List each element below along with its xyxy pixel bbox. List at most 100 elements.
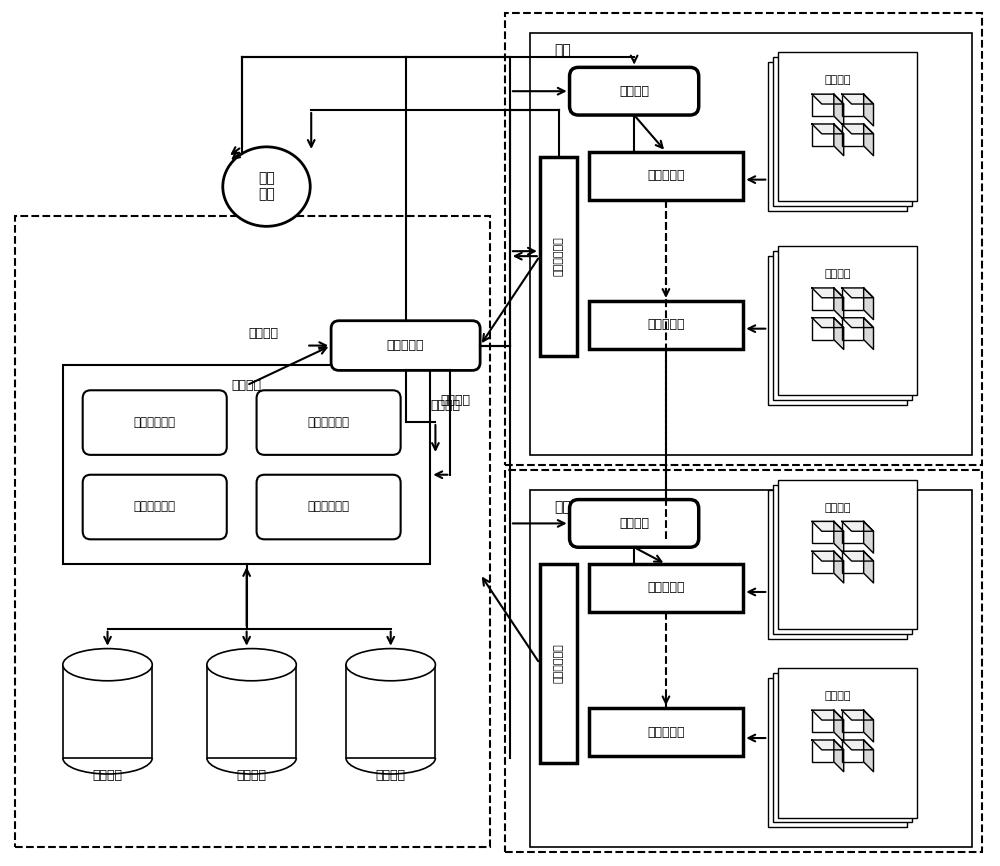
Ellipse shape <box>207 649 296 681</box>
Polygon shape <box>812 288 844 298</box>
Text: 网络拓抜: 网络拓抜 <box>376 769 406 782</box>
Ellipse shape <box>63 649 152 681</box>
Bar <box>778 53 917 202</box>
Text: 信息收集: 信息收集 <box>430 398 460 411</box>
Bar <box>207 665 296 758</box>
FancyBboxPatch shape <box>83 391 227 455</box>
Bar <box>812 740 834 762</box>
Polygon shape <box>812 552 844 561</box>
Bar <box>812 288 834 310</box>
Bar <box>530 489 972 847</box>
Bar <box>842 710 864 732</box>
Text: 容器组合编排: 容器组合编排 <box>133 416 175 429</box>
Polygon shape <box>834 288 844 320</box>
Polygon shape <box>864 94 873 126</box>
Bar <box>842 552 864 573</box>
FancyBboxPatch shape <box>83 475 227 540</box>
Polygon shape <box>842 521 873 531</box>
FancyBboxPatch shape <box>570 68 699 115</box>
Polygon shape <box>842 552 873 561</box>
Polygon shape <box>812 124 844 134</box>
Bar <box>773 485 912 634</box>
Bar <box>63 665 152 758</box>
Text: 调度策略: 调度策略 <box>237 769 267 782</box>
Text: 编排规则: 编排规则 <box>93 769 123 782</box>
Polygon shape <box>834 740 844 772</box>
Polygon shape <box>834 710 844 742</box>
FancyBboxPatch shape <box>257 391 401 455</box>
Polygon shape <box>834 94 844 126</box>
Text: 主机: 主机 <box>555 501 571 514</box>
Text: 容器组合: 容器组合 <box>825 269 851 279</box>
Text: 节点代理: 节点代理 <box>619 85 649 98</box>
Polygon shape <box>864 318 873 350</box>
Bar <box>540 157 577 356</box>
Bar <box>63 365 430 564</box>
Polygon shape <box>864 552 873 583</box>
Bar <box>589 564 743 612</box>
Polygon shape <box>812 318 844 327</box>
Bar <box>768 256 907 405</box>
Text: 容器组合: 容器组合 <box>825 502 851 513</box>
Bar <box>842 94 864 116</box>
Bar <box>589 301 743 348</box>
Bar <box>768 489 907 638</box>
Bar <box>768 62 907 211</box>
Polygon shape <box>864 710 873 742</box>
Text: 编排系统: 编排系统 <box>232 378 262 391</box>
Text: 容器组合: 容器组合 <box>825 75 851 85</box>
Polygon shape <box>842 740 873 750</box>
Bar <box>773 251 912 400</box>
Bar <box>812 94 834 116</box>
FancyBboxPatch shape <box>570 500 699 547</box>
Bar <box>768 678 907 827</box>
Polygon shape <box>812 740 844 750</box>
Polygon shape <box>864 521 873 553</box>
Text: 指令发布: 指令发布 <box>249 327 279 340</box>
Polygon shape <box>812 521 844 531</box>
Polygon shape <box>842 288 873 298</box>
Bar <box>505 13 982 465</box>
Polygon shape <box>834 318 844 350</box>
FancyBboxPatch shape <box>257 475 401 540</box>
Bar <box>812 521 834 543</box>
Polygon shape <box>834 552 844 583</box>
FancyBboxPatch shape <box>331 320 480 371</box>
Bar <box>773 57 912 206</box>
Bar <box>812 124 834 145</box>
Bar <box>812 710 834 732</box>
Bar <box>589 152 743 199</box>
Bar <box>778 246 917 395</box>
Text: 外部
访问: 外部 访问 <box>258 171 275 202</box>
Text: 信息收集: 信息收集 <box>440 394 470 407</box>
Polygon shape <box>864 740 873 772</box>
Polygon shape <box>834 521 844 553</box>
Bar <box>505 469 982 852</box>
Bar <box>530 33 972 455</box>
Polygon shape <box>834 124 844 156</box>
Text: 通信服务器: 通信服务器 <box>387 339 424 352</box>
Bar <box>589 708 743 756</box>
Bar <box>842 124 864 145</box>
Bar <box>346 665 435 758</box>
Bar <box>812 552 834 573</box>
Polygon shape <box>812 710 844 720</box>
Text: 容器组合: 容器组合 <box>825 691 851 701</box>
Text: 节点代理: 节点代理 <box>619 517 649 530</box>
Text: 组合副本控制: 组合副本控制 <box>307 416 349 429</box>
Text: 容器组合调度: 容器组合调度 <box>133 500 175 513</box>
Bar <box>842 318 864 339</box>
Bar <box>812 318 834 339</box>
Text: 统一访问点: 统一访问点 <box>647 726 685 739</box>
Polygon shape <box>842 124 873 134</box>
Text: 主机: 主机 <box>555 43 571 57</box>
Text: 统一访问点: 统一访问点 <box>647 318 685 331</box>
Ellipse shape <box>346 649 435 681</box>
Polygon shape <box>812 94 844 104</box>
Text: 统一访问点: 统一访问点 <box>647 581 685 594</box>
Bar <box>773 674 912 823</box>
Bar <box>778 480 917 629</box>
Text: 容器网络控制: 容器网络控制 <box>307 500 349 513</box>
Polygon shape <box>842 94 873 104</box>
Polygon shape <box>842 318 873 327</box>
